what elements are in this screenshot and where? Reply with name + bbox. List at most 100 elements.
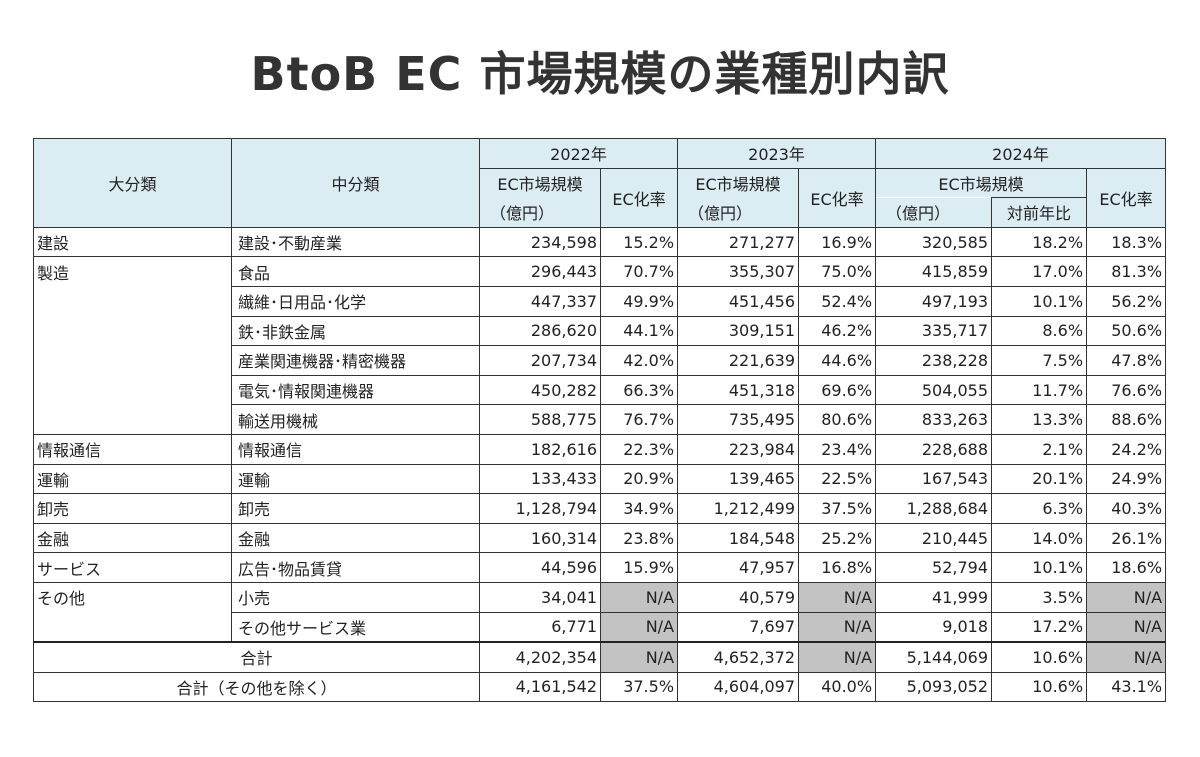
ec-rate-2024-cell: N/A: [1086, 611, 1167, 643]
header-year-2024: 2024年: [875, 138, 1167, 169]
total-v23-cell: 4,604,097: [677, 671, 800, 703]
ec-size-2023-cell: 7,697: [677, 611, 800, 643]
ec-size-2022-cell: 450,282: [479, 374, 601, 406]
ec-rate-2024-cell: 40.3%: [1086, 493, 1167, 524]
ec-rate-2022-cell: 22.3%: [599, 433, 679, 465]
ec-rate-2024-cell: 18.6%: [1086, 552, 1167, 583]
ec-size-2023-cell: 223,984: [677, 433, 800, 465]
ec-size-2023-cell: 451,456: [677, 285, 800, 317]
ec-size-2023-cell: 355,307: [677, 256, 800, 287]
ec-rate-2022-cell: 15.9%: [599, 552, 679, 583]
yoy-2024-cell: 20.1%: [991, 463, 1088, 495]
ec-rate-2024-cell: 47.8%: [1086, 345, 1167, 376]
header-unit-2023: （億円）: [677, 197, 800, 228]
ec-rate-2022-cell: 44.1%: [599, 315, 679, 347]
yoy-2024-cell: 3.5%: [991, 581, 1088, 613]
total-r23-cell: N/A: [798, 641, 877, 673]
ec-rate-2023-cell: 69.6%: [798, 374, 877, 406]
major-category-cell: 金融: [33, 522, 232, 554]
ec-size-2024-cell: 497,193: [875, 285, 993, 317]
yoy-2024-cell: 6.3%: [991, 493, 1088, 524]
yoy-2024-cell: 14.0%: [991, 522, 1088, 554]
ec-rate-2022-cell: 42.0%: [599, 345, 679, 376]
ec-size-2023-cell: 47,957: [677, 552, 800, 583]
ec-size-2023-cell: 451,318: [677, 374, 800, 406]
header-unit-2024: （億円）: [875, 197, 993, 228]
ec-size-2023-cell: 40,579: [677, 581, 800, 613]
ec-size-2022-cell: 207,734: [479, 345, 601, 376]
minor-category-cell: 食品: [231, 256, 480, 287]
ec-rate-2024-cell: 50.6%: [1086, 315, 1167, 347]
ec-rate-2022-cell: 34.9%: [599, 493, 679, 524]
ec-rate-2024-cell: 24.9%: [1086, 463, 1167, 495]
ec-rate-2024-cell: 18.3%: [1086, 226, 1167, 258]
yoy-2024-cell: 17.0%: [991, 256, 1088, 287]
ec-rate-2024-cell: 26.1%: [1086, 522, 1167, 554]
ec-rate-2022-cell: 66.3%: [599, 374, 679, 406]
ec-size-2024-cell: 415,859: [875, 256, 993, 287]
header-ec-size-2022: EC市場規模: [479, 167, 601, 198]
ec-rate-2024-cell: 76.6%: [1086, 374, 1167, 406]
major-category-cell: [33, 375, 232, 405]
major-category-cell: [33, 286, 232, 317]
ec-size-2022-cell: 34,041: [479, 581, 601, 613]
ec-size-2023-cell: 309,151: [677, 315, 800, 347]
minor-category-cell: 広告･物品賃貸: [231, 552, 480, 583]
yoy-2024-cell: 10.1%: [991, 285, 1088, 317]
table-row: 電気･情報関連機器 450,282 66.3% 451,318 69.6% 504,055…: [33, 374, 1167, 406]
major-category-cell: 卸売: [33, 493, 232, 524]
major-category-cell: サービス: [33, 552, 232, 583]
ec-size-2022-cell: 234,598: [479, 226, 601, 258]
total-label-cell: 合計（その他を除く）: [33, 671, 480, 703]
major-category-cell: [33, 404, 232, 435]
table-row: 繊維･日用品･化学 447,337 49.9% 451,456 52.4% 497,193…: [33, 285, 1167, 317]
ec-size-2024-cell: 167,543: [875, 463, 993, 495]
yoy-2024-cell: 13.3%: [991, 404, 1088, 435]
ec-size-2023-cell: 1,212,499: [677, 493, 800, 524]
header-minor-top: [231, 138, 480, 169]
total-r22-cell: N/A: [599, 641, 679, 673]
header-major-bottom: [33, 197, 232, 228]
ec-rate-2023-cell: N/A: [798, 611, 877, 643]
yoy-2024-cell: 8.6%: [991, 315, 1088, 347]
table-row: 産業関連機器･精密機器 207,734 42.0% 221,639 44.6% 238,2…: [33, 345, 1167, 376]
yoy-2024-cell: 10.1%: [991, 552, 1088, 583]
ec-rate-2023-cell: 80.6%: [798, 404, 877, 435]
ec-size-2022-cell: 286,620: [479, 315, 601, 347]
yoy-2024-cell: 7.5%: [991, 345, 1088, 376]
total-r23-cell: 40.0%: [798, 671, 877, 703]
total-row: 合計 4,202,354 N/A 4,652,372 N/A 5,144,069 10.6%…: [33, 641, 1167, 673]
minor-category-cell: 卸売: [231, 493, 480, 524]
ec-size-2023-cell: 184,548: [677, 522, 800, 554]
ec-rate-2023-cell: 25.2%: [798, 522, 877, 554]
total-r22-cell: 37.5%: [599, 671, 679, 703]
major-category-cell: [33, 345, 232, 376]
ec-size-2024-cell: 320,585: [875, 226, 993, 258]
ec-size-2022-cell: 182,616: [479, 433, 601, 465]
major-category-cell: 情報通信: [33, 433, 232, 465]
header-major-top: [33, 138, 232, 169]
major-category-cell: その他: [33, 581, 232, 612]
minor-category-cell: 小売: [231, 581, 480, 613]
ec-size-2022-cell: 447,337: [479, 285, 601, 317]
ec-rate-2023-cell: 46.2%: [798, 315, 877, 347]
header-ec-size-2023: EC市場規模: [677, 167, 800, 198]
table-row: 製造 食品 296,443 70.7% 355,307 75.0% 415,859 17.0%…: [33, 256, 1167, 287]
header-ec-rate-2022: EC化率: [599, 167, 679, 228]
ec-size-2023-cell: 221,639: [677, 345, 800, 376]
major-category-cell: [33, 316, 232, 346]
table-row: サービス 広告･物品賃貸 44,596 15.9% 47,957 16.8% 52,794 1…: [33, 552, 1167, 583]
minor-category-cell: 輸送用機械: [231, 404, 480, 435]
ec-rate-2023-cell: 23.4%: [798, 433, 877, 465]
minor-category-cell: 産業関連機器･精密機器: [231, 345, 480, 376]
table-row: その他サービス業 6,771 N/A 7,697 N/A 9,018 17.2% N/A: [33, 611, 1167, 643]
ec-size-2024-cell: 52,794: [875, 552, 993, 583]
ec-rate-2023-cell: 16.8%: [798, 552, 877, 583]
ec-size-2024-cell: 238,228: [875, 345, 993, 376]
header-row-years: 2022年 2023年 2024年: [33, 138, 1167, 169]
table-row: 輸送用機械 588,775 76.7% 735,495 80.6% 833,263 13.3…: [33, 404, 1167, 435]
minor-category-cell: 情報通信: [231, 433, 480, 465]
total-r24-cell: N/A: [1086, 641, 1167, 673]
table-row: その他 小売 34,041 N/A 40,579 N/A 41,999 3.5% N/A: [33, 581, 1167, 613]
ec-rate-2022-cell: 49.9%: [599, 285, 679, 317]
